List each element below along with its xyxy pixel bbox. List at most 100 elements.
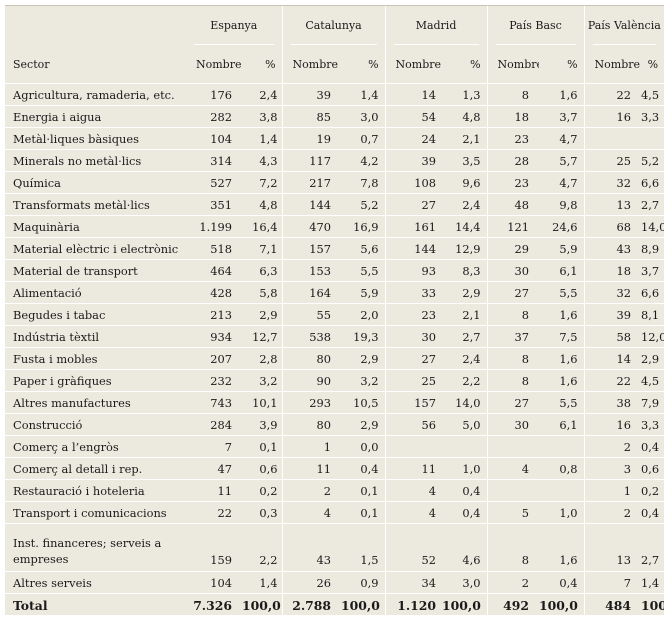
sector-name: Fusta i mobles — [5, 347, 186, 370]
percent-cell: 2,7 — [641, 523, 665, 572]
percent-cell: 4,7 — [539, 171, 585, 194]
count-column-header: Nombre — [486, 45, 540, 84]
count-cell: 1.120 — [384, 593, 443, 616]
count-cell — [486, 479, 540, 502]
percent-cell: 2,9 — [341, 413, 386, 436]
count-cell: 13 — [583, 523, 642, 572]
count-cell: 13 — [583, 193, 642, 216]
sector-name: Metàl·liques bàsiques — [5, 127, 186, 150]
count-cell: 68 — [583, 215, 642, 238]
count-cell: 470 — [281, 215, 342, 238]
percent-cell: 1,5 — [341, 523, 386, 572]
count-cell: 282 — [186, 105, 242, 128]
percent-cell: 0,8 — [539, 457, 585, 480]
sector-name: Begudes i tabac — [5, 303, 186, 326]
percent-cell: 5,9 — [341, 281, 386, 304]
percent-cell: 14,4 — [442, 215, 488, 238]
count-cell: 90 — [281, 369, 342, 392]
percent-cell: 4,8 — [242, 193, 283, 216]
percent-cell: 5,5 — [341, 259, 386, 282]
count-cell: 33 — [384, 281, 443, 304]
percent-cell: 2,1 — [442, 303, 488, 326]
percent-cell: 100,0 — [539, 593, 585, 616]
percent-cell: 2,9 — [242, 303, 283, 326]
count-cell: 8 — [486, 523, 540, 572]
count-cell: 14 — [384, 83, 443, 106]
count-cell: 4 — [486, 457, 540, 480]
count-column-header: Nombre — [196, 57, 242, 71]
table-row: Restauració i hoteleria 11 0,2 2 0,1 4 0,4 1 0,2 — [5, 479, 665, 502]
percent-cell: 0,7 — [341, 127, 386, 150]
percent-cell: 5,2 — [341, 193, 386, 216]
count-cell: 38 — [583, 391, 642, 414]
count-cell: 538 — [281, 325, 342, 348]
percent-cell: 1,4 — [242, 571, 283, 594]
count-cell: 23 — [486, 127, 540, 150]
table-row: Agricultura, ramaderia, etc. 176 2,4 39 1,4 1… — [5, 83, 665, 106]
percent-cell: 3,5 — [442, 149, 488, 172]
percent-cell: 5,2 — [641, 149, 665, 172]
region-header-catalunya: Catalunya — [281, 6, 386, 45]
count-cell: 464 — [186, 259, 242, 282]
table-row: Comerç al detall i rep. 47 0,6 11 0,4 11 1,0 4 0… — [5, 457, 665, 480]
count-cell: 207 — [186, 347, 242, 370]
percent-cell: 5,6 — [341, 237, 386, 260]
percent-cell: 2,4 — [442, 193, 488, 216]
table-row: Transformats metàl·lics 351 4,8 144 5,2 27 2,4… — [5, 193, 665, 216]
count-cell: 11 — [186, 479, 242, 502]
count-cell: 27 — [486, 281, 540, 304]
percent-cell — [442, 435, 488, 458]
percent-cell: 0,4 — [442, 479, 488, 502]
count-cell: 1.199 — [186, 215, 242, 238]
count-cell: 144 — [281, 193, 342, 216]
count-cell: 284 — [186, 413, 242, 436]
percent-cell: 16,9 — [341, 215, 386, 238]
percent-column-header: % — [265, 57, 276, 71]
count-cell: 23 — [384, 303, 443, 326]
percent-cell: 12,7 — [242, 325, 283, 348]
table-row: Material de transport 464 6,3 153 5,5 93 8,3 30… — [5, 259, 665, 282]
percent-cell: 2,1 — [442, 127, 488, 150]
sector-name: Restauració i hoteleria — [5, 479, 186, 502]
percent-cell: 0,1 — [341, 479, 386, 502]
percent-cell: 2,9 — [641, 347, 665, 370]
table-row: Paper i gràfiques 232 3,2 90 3,2 25 2,2 8 1,6 22 4… — [5, 369, 665, 392]
percent-cell: 1,0 — [442, 457, 488, 480]
percent-cell: 5,9 — [539, 237, 585, 260]
count-cell: 32 — [583, 171, 642, 194]
count-cell: 2 — [583, 501, 642, 524]
percent-cell: 5,5 — [539, 391, 585, 414]
count-cell: 293 — [281, 391, 342, 414]
count-column-header: Nombre — [281, 45, 342, 84]
count-cell: 22 — [186, 501, 242, 524]
percent-cell: 0,0 — [341, 435, 386, 458]
percent-cell: 100,0 — [341, 593, 386, 616]
count-cell: 29 — [486, 237, 540, 260]
count-cell: 161 — [384, 215, 443, 238]
count-cell: 157 — [384, 391, 443, 414]
table-row: Inst. financeres; serveis a empreses 159 2… — [5, 523, 665, 572]
percent-cell: 3,9 — [242, 413, 283, 436]
percent-cell: 8,1 — [641, 303, 665, 326]
percent-cell: 1,6 — [539, 523, 585, 572]
sector-name: Comerç a l’engròs — [5, 435, 186, 458]
table-row: Begudes i tabac 213 2,9 55 2,0 23 2,1 8 1,6 39 8,1 — [5, 303, 665, 326]
sector-name: Paper i gràfiques — [5, 369, 186, 392]
count-cell: 37 — [486, 325, 540, 348]
count-cell: 30 — [486, 259, 540, 282]
count-cell: 7 — [583, 571, 642, 594]
sector-distribution-table: Espanya Catalunya Madrid País Basc País … — [5, 6, 665, 616]
percent-cell: 12,0 — [641, 325, 665, 348]
count-cell: 23 — [486, 171, 540, 194]
percent-cell: 4,8 — [442, 105, 488, 128]
percent-cell: 7,5 — [539, 325, 585, 348]
percent-cell: 0,6 — [641, 457, 665, 480]
count-cell: 157 — [281, 237, 342, 260]
table-row: Química 527 7,2 217 7,8 108 9,6 23 4,7 32 6,6 — [5, 171, 665, 194]
count-cell: 28 — [486, 149, 540, 172]
percent-cell: 3,0 — [341, 105, 386, 128]
count-cell: 8 — [486, 347, 540, 370]
count-cell: 39 — [384, 149, 443, 172]
count-cell: 47 — [186, 457, 242, 480]
count-cell: 104 — [186, 127, 242, 150]
